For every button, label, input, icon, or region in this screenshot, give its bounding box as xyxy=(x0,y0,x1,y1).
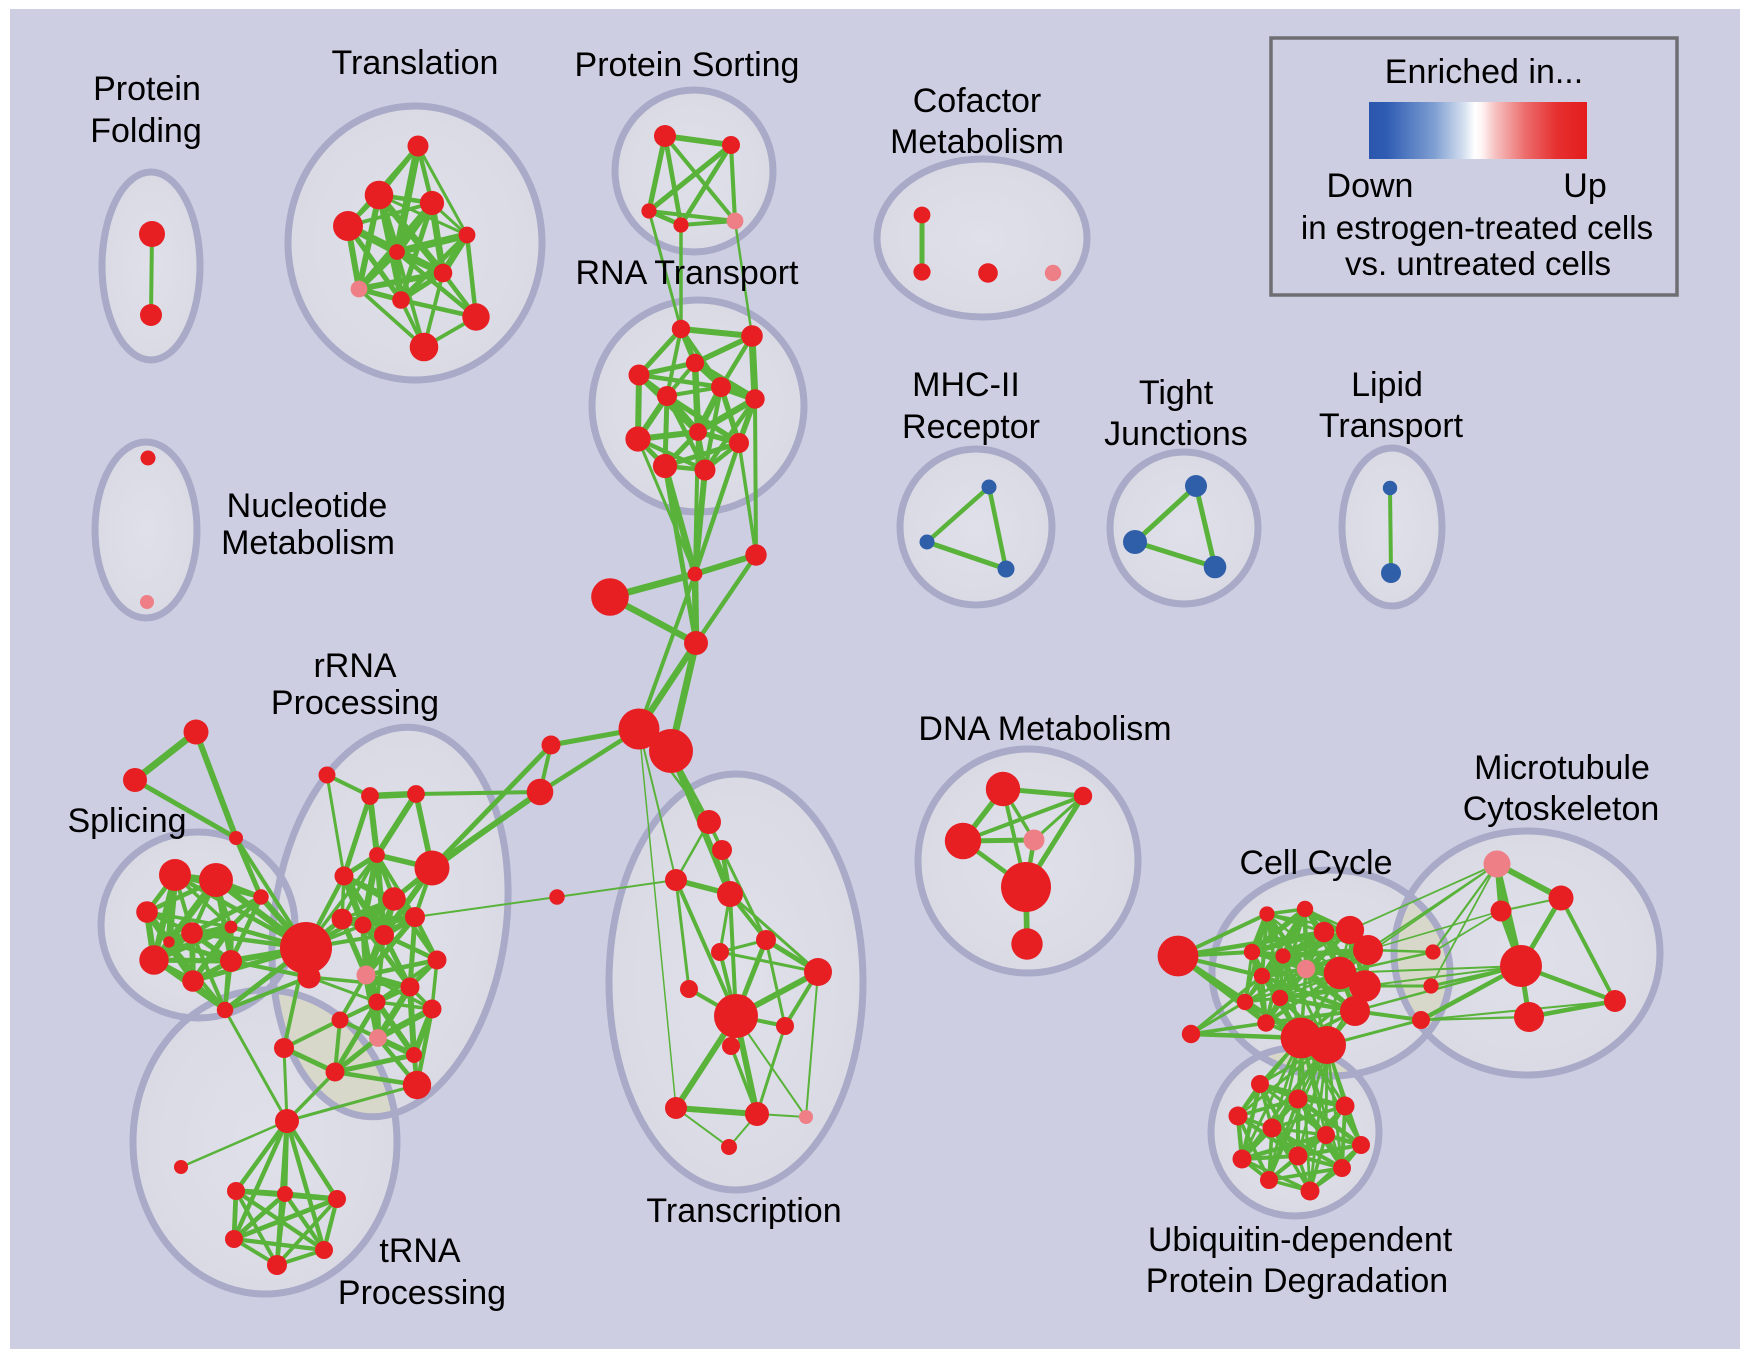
svg-text:Metabolism: Metabolism xyxy=(221,524,395,562)
svg-text:Up: Up xyxy=(1563,167,1606,205)
svg-text:rRNA: rRNA xyxy=(313,647,396,685)
svg-text:DNA Metabolism: DNA Metabolism xyxy=(918,710,1171,748)
svg-text:RNA Transport: RNA Transport xyxy=(576,254,800,292)
svg-text:Protein Sorting: Protein Sorting xyxy=(575,46,800,84)
svg-text:Protein: Protein xyxy=(93,70,201,108)
svg-text:Folding: Folding xyxy=(90,112,202,150)
svg-text:Nucleotide: Nucleotide xyxy=(227,487,388,525)
svg-text:Translation: Translation xyxy=(332,44,499,82)
svg-text:Cell Cycle: Cell Cycle xyxy=(1239,844,1392,882)
svg-text:Ubiquitin-dependent: Ubiquitin-dependent xyxy=(1148,1221,1453,1259)
svg-text:Junctions: Junctions xyxy=(1104,415,1248,453)
svg-text:in estrogen-treated cells: in estrogen-treated cells xyxy=(1301,209,1653,246)
svg-text:Lipid: Lipid xyxy=(1351,366,1423,404)
svg-text:Enriched in...: Enriched in... xyxy=(1385,53,1583,91)
svg-text:Transport: Transport xyxy=(1319,407,1464,445)
svg-text:Tight: Tight xyxy=(1139,374,1214,412)
svg-text:tRNA: tRNA xyxy=(379,1232,461,1270)
svg-text:Down: Down xyxy=(1327,167,1414,205)
svg-text:Microtubule: Microtubule xyxy=(1474,749,1650,787)
svg-text:Transcription: Transcription xyxy=(646,1192,841,1230)
svg-text:Cofactor: Cofactor xyxy=(913,82,1042,120)
svg-text:Splicing: Splicing xyxy=(67,802,186,840)
svg-text:Protein Degradation: Protein Degradation xyxy=(1146,1262,1448,1300)
svg-text:Receptor: Receptor xyxy=(902,408,1040,446)
svg-text:Processing: Processing xyxy=(271,684,439,722)
svg-text:vs. untreated cells: vs. untreated cells xyxy=(1345,245,1611,282)
svg-text:Metabolism: Metabolism xyxy=(890,123,1064,161)
svg-text:Cytoskeleton: Cytoskeleton xyxy=(1463,790,1660,828)
svg-text:Processing: Processing xyxy=(338,1274,506,1312)
svg-text:MHC-II: MHC-II xyxy=(912,366,1020,404)
